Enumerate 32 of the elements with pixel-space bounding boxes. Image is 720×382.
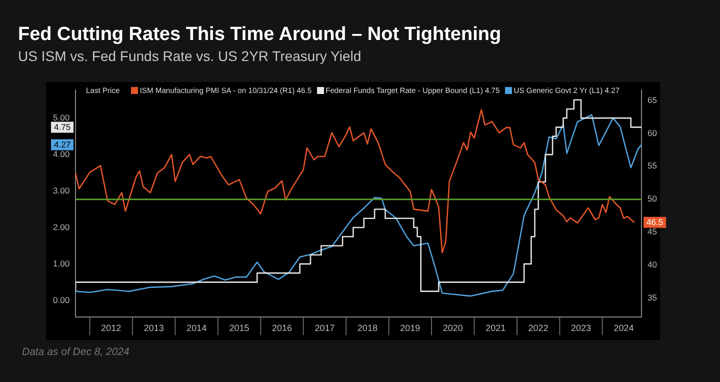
y-tick-label: 4.00 — [52, 148, 70, 159]
x-tick-label: 2020 — [442, 323, 463, 334]
x-tick-label: 2018 — [357, 323, 378, 334]
chart-title: Fed Cutting Rates This Time Around – Not Tightening — [18, 24, 502, 46]
x-tick-label: 2022 — [528, 323, 548, 334]
y-tick-label: 2.00 — [52, 222, 70, 232]
x-tick-label: 2019 — [400, 323, 420, 334]
y2-tick-label: 55 — [648, 160, 658, 171]
y-tick-label: 0.00 — [52, 294, 70, 305]
x-tick-label: 2017 — [314, 323, 335, 334]
y2-tick-label: 35 — [648, 292, 658, 302]
y2-tick-label: 65 — [648, 94, 658, 105]
y2-tick-label: 50 — [648, 194, 658, 204]
y-tick-label: 1.00 — [52, 258, 70, 268]
x-tick-label: 2013 — [144, 323, 164, 334]
y-tick-label: 3.00 — [52, 185, 70, 196]
y2-tick-label: 60 — [648, 128, 658, 138]
y-tick-label: 5.00 — [52, 112, 70, 122]
x-tick-label: 2014 — [186, 323, 207, 334]
x-tick-label: 2016 — [272, 323, 292, 334]
y2-tick-label: 45 — [648, 226, 658, 237]
x-tick-label: 2021 — [486, 323, 506, 334]
y2-tick-label: 40 — [648, 260, 658, 270]
x-tick-label: 2015 — [229, 323, 250, 334]
text: Data as of Dec 8, 2024 — [22, 346, 130, 358]
x-tick-label: 2023 — [571, 323, 592, 334]
x-tick-label: 2012 — [101, 323, 122, 334]
data-label: 46.5 — [646, 217, 664, 228]
chart-subtitle: US ISM vs. Fed Funds Rate vs. US 2YR Treasury Yield — [18, 48, 362, 64]
annotation: 4.75 — [54, 122, 71, 132]
annotation: 4.27 — [54, 140, 71, 150]
x-tick-label: 2024 — [614, 323, 634, 334]
